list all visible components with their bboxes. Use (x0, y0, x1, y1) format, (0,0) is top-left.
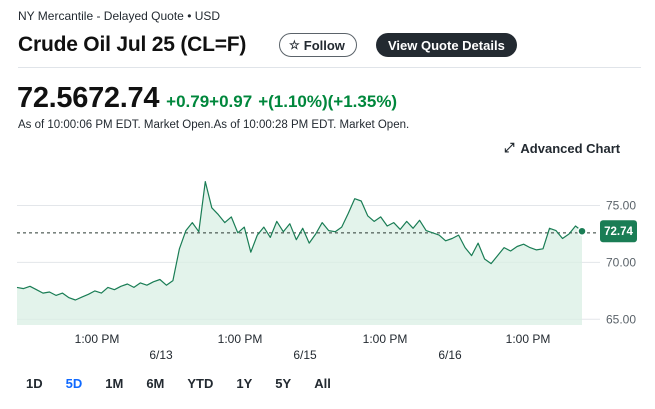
x-tick-label: 1:00 PM (218, 332, 263, 346)
range-tabs: 1D 5D 1M 6M YTD 1Y 5Y All (18, 374, 346, 394)
expand-icon: ⤢ (504, 140, 515, 155)
price-change-percent: +(1.10%)(+1.35%) (258, 92, 398, 111)
range-tab-all[interactable]: All (314, 376, 331, 391)
last-price-badge (600, 220, 637, 243)
range-tab-1m[interactable]: 1M (105, 376, 124, 391)
exchange-label: NY Mercantile - Delayed Quote • USD (18, 9, 221, 23)
quote-row: 72.5672.74 +0.79+0.97 +(1.10%)(+1.35%) (17, 82, 397, 115)
range-tab-1d[interactable]: 1D (26, 376, 43, 391)
price-change: +0.79+0.97 (166, 92, 253, 111)
follow-label: Follow (303, 37, 345, 53)
advanced-chart-label: Advanced Chart (520, 140, 621, 156)
range-tab-5y[interactable]: 5Y (275, 376, 292, 391)
as-of-timestamp: As of 10:00:06 PM EDT. Market Open.As of… (18, 119, 410, 131)
y-tick-label: 75.00 (606, 199, 636, 213)
header-divider (18, 67, 641, 68)
x-tick-label: 1:00 PM (363, 332, 408, 346)
last-price-dot (577, 226, 587, 236)
price-value: 72.5672.74 (17, 82, 160, 114)
star-icon: ☆ (289, 38, 300, 52)
range-tab-ytd[interactable]: YTD (187, 376, 214, 391)
advanced-chart-link[interactable]: ⤢ Advanced Chart (504, 140, 620, 156)
y-tick-label: 65.00 (606, 312, 636, 326)
range-tab-6m[interactable]: 6M (146, 376, 165, 391)
x-tick-label: 1:00 PM (75, 332, 120, 346)
price-area (17, 181, 582, 325)
range-tab-5d[interactable]: 5D (65, 376, 83, 391)
x-tick-label: 1:00 PM (506, 332, 551, 346)
x-tick-label: 6/16 (438, 348, 462, 362)
y-tick-label: 70.00 (606, 255, 636, 269)
range-tab-1y[interactable]: 1Y (236, 376, 253, 391)
page-title: Crude Oil Jul 25 (CL=F) (18, 33, 247, 56)
x-tick-label: 6/15 (293, 348, 317, 362)
price-chart[interactable]: 75.00 70.00 65.00 72.74 1:00 PM 6/13 1:00 PM 6/… (0, 160, 655, 365)
x-tick-label: 6/13 (149, 348, 173, 362)
follow-button[interactable]: ☆ Follow (279, 33, 357, 57)
view-quote-details-button[interactable]: View Quote Details (376, 33, 517, 57)
last-price-label: 72.74 (604, 226, 633, 238)
price-line (16, 181, 583, 301)
